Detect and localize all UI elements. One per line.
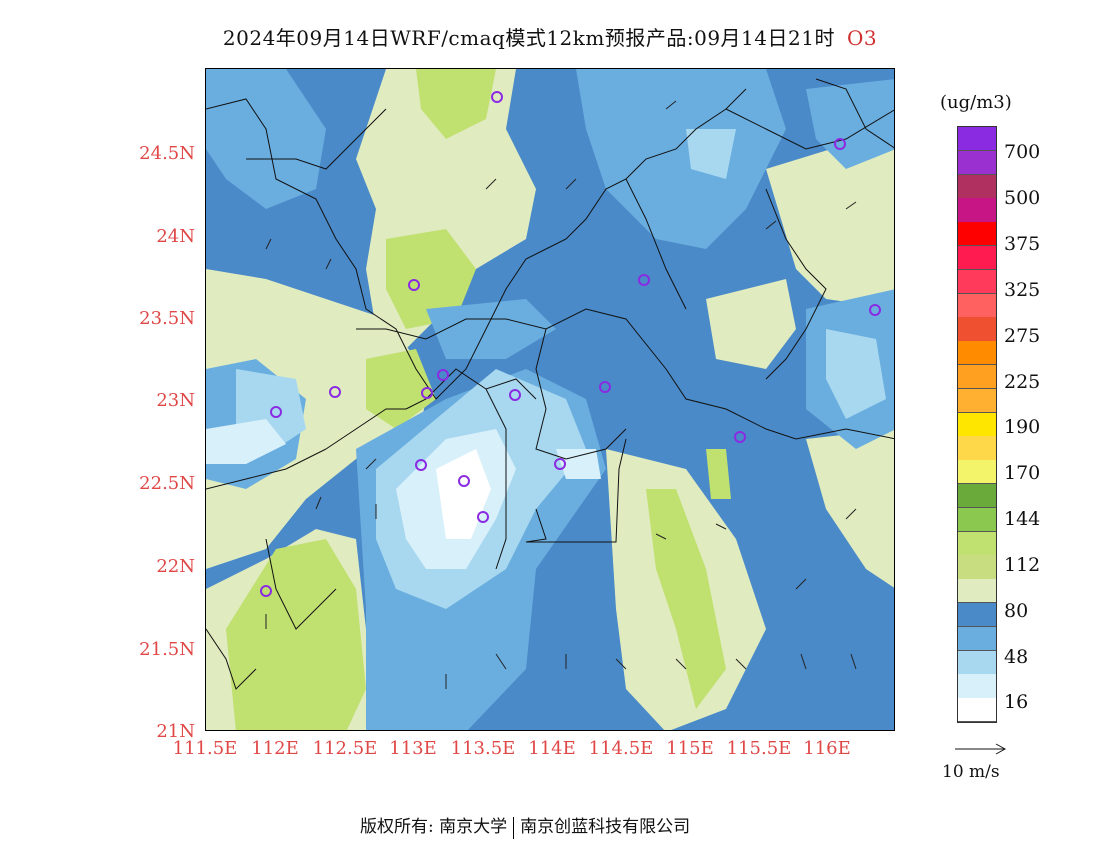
legend-swatch bbox=[958, 198, 996, 223]
map-title: 2024年09月14日WRF/cmaq模式12km预报产品:09月14日21时 O… bbox=[0, 22, 1100, 51]
lon-label: 114.5E bbox=[588, 738, 654, 759]
lon-label: 114E bbox=[528, 738, 576, 759]
legend-swatch bbox=[958, 436, 996, 461]
legend-swatch bbox=[958, 531, 996, 556]
lon-label: 115E bbox=[666, 738, 714, 759]
legend-swatch bbox=[958, 507, 996, 533]
legend-label: 144 bbox=[1004, 508, 1041, 530]
legend-label: 112 bbox=[1004, 554, 1041, 576]
legend-swatch bbox=[958, 317, 996, 342]
wind-arrows bbox=[265, 100, 857, 689]
legend-unit: (ug/m3) bbox=[940, 92, 1012, 113]
legend-swatch bbox=[958, 484, 996, 509]
lat-label: 22N bbox=[156, 556, 195, 577]
legend-label: 16 bbox=[1004, 691, 1029, 713]
lat-label: 23N bbox=[156, 390, 195, 411]
legend-label: 190 bbox=[1004, 416, 1041, 438]
legend-swatch bbox=[958, 603, 996, 628]
lon-label: 112E bbox=[251, 738, 299, 759]
legend-label: 170 bbox=[1004, 462, 1041, 484]
legend-label: 500 bbox=[1004, 187, 1041, 209]
lon-label: 115.5E bbox=[726, 738, 792, 759]
lon-label: 113.5E bbox=[450, 738, 516, 759]
admin-boundaries bbox=[206, 78, 894, 690]
ozone-concentration-map bbox=[205, 68, 895, 731]
lat-label: 24N bbox=[156, 226, 195, 247]
title-text: 2024年09月14日WRF/cmaq模式12km预报产品:09月14日21时 bbox=[222, 26, 835, 50]
lat-label: 21.5N bbox=[139, 639, 195, 660]
field-band-112-144 bbox=[226, 69, 731, 730]
legend-swatch bbox=[958, 222, 996, 247]
legend-swatch bbox=[958, 341, 996, 366]
legend-swatch bbox=[958, 698, 996, 723]
copyright-company: 南京创蓝科技有限公司 bbox=[520, 817, 691, 837]
lon-label: 111.5E bbox=[172, 738, 238, 759]
copyright-owner: 版权所有: 南京大学 bbox=[360, 817, 508, 837]
legend-swatch bbox=[958, 460, 996, 485]
legend-label: 275 bbox=[1004, 325, 1041, 347]
legend-label: 375 bbox=[1004, 233, 1041, 255]
legend-swatch bbox=[958, 388, 996, 414]
legend-label: 225 bbox=[1004, 371, 1041, 393]
legend-swatch bbox=[958, 150, 996, 176]
lat-label: 21N bbox=[156, 721, 195, 742]
legend-label: 80 bbox=[1004, 600, 1029, 622]
legend-label: 325 bbox=[1004, 279, 1041, 301]
legend-swatch bbox=[958, 365, 996, 390]
legend-swatch bbox=[958, 626, 996, 652]
legend-swatch bbox=[958, 127, 996, 152]
lat-label: 22.5N bbox=[139, 473, 195, 494]
lon-label: 116E bbox=[803, 738, 851, 759]
wind-scale-arrow bbox=[955, 743, 1007, 755]
legend-swatch bbox=[958, 555, 996, 580]
legend-swatch bbox=[958, 293, 996, 318]
species-label: O3 bbox=[846, 26, 878, 50]
legend-label: 700 bbox=[1004, 141, 1041, 163]
copyright-footer: 版权所有: 南京大学 南京创蓝科技有限公司 bbox=[360, 812, 690, 839]
lat-label: 23.5N bbox=[139, 308, 195, 329]
station-markers bbox=[260, 91, 881, 597]
legend-swatch bbox=[958, 579, 996, 604]
legend-swatch bbox=[958, 412, 996, 437]
color-legend bbox=[957, 126, 997, 723]
legend-label: 48 bbox=[1004, 646, 1029, 668]
wind-scale-label: 10 m/s bbox=[942, 762, 1000, 782]
legend-swatch bbox=[958, 174, 996, 199]
footer-divider bbox=[513, 816, 515, 839]
legend-swatch bbox=[958, 674, 996, 699]
lat-label: 24.5N bbox=[139, 143, 195, 164]
legend-swatch bbox=[958, 246, 996, 271]
legend-swatch bbox=[958, 269, 996, 295]
lon-label: 113E bbox=[389, 738, 437, 759]
legend-swatch bbox=[958, 650, 996, 675]
lon-label: 112.5E bbox=[312, 738, 378, 759]
